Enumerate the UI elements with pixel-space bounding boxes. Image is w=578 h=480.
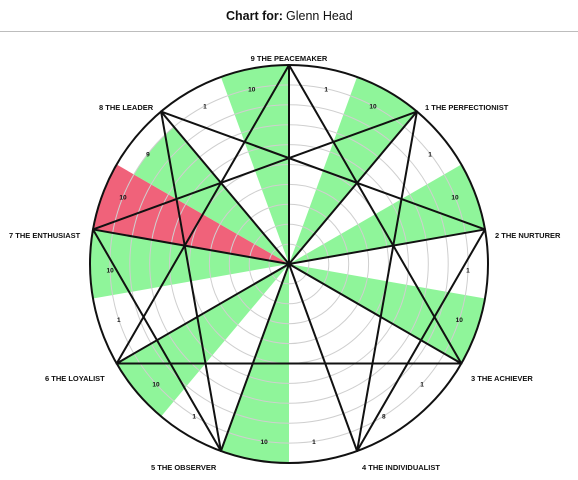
- score-type-3-left: 10: [456, 317, 464, 324]
- score-labels: 1 10 1 10 1 10 1 8 1 10 1 10 1 10 10 9 1 10: [106, 86, 470, 445]
- chart-for-label: Chart for:: [226, 9, 283, 23]
- spoke-7: [92, 228, 290, 265]
- score-type-8-right: 1: [203, 103, 207, 110]
- score-type-5-right: 1: [192, 413, 196, 420]
- score-type-4-right: 1: [312, 439, 316, 446]
- sector-type-7-right: [93, 164, 289, 264]
- person-name: Glenn Head: [286, 9, 353, 23]
- score-type-8-left: 9: [146, 151, 150, 158]
- spoke-1: [288, 110, 418, 265]
- sector-type-5-right: [276, 264, 289, 283]
- spoke-6: [115, 263, 290, 365]
- type-labels: 1 THE PERFECTIONIST 2 THE NURTURER 3 THE A…: [9, 54, 561, 472]
- spoke-2: [288, 228, 486, 265]
- sector-type-4-left: [289, 264, 392, 414]
- sector-type-3-left: [289, 264, 485, 364]
- chart-header: Chart for: Glenn Head: [0, 9, 578, 32]
- sector-type-9-left: [220, 65, 289, 264]
- type-label-2: 2 THE NURTURER: [495, 231, 561, 240]
- score-type-1-left: 10: [369, 103, 377, 110]
- sector-type-8-left: [133, 126, 289, 264]
- score-type-3-right: 1: [420, 381, 424, 388]
- score-type-9-left: 10: [248, 86, 256, 93]
- enneagram-line-8-5: [160, 110, 222, 452]
- type-label-7: 7 THE ENTHUSIAST: [9, 231, 81, 240]
- spoke-8: [160, 110, 290, 265]
- type-label-4: 4 THE INDIVIDUALIST: [362, 463, 440, 472]
- sector-type-9-right: [289, 244, 296, 264]
- score-type-6-right: 1: [117, 317, 121, 324]
- score-type-7-left: 10: [106, 268, 114, 275]
- enneagram-line-6-9: [115, 64, 290, 365]
- sector-type-3-right: [289, 264, 307, 280]
- enneagram-line-2-8: [160, 110, 486, 231]
- type-label-8: 8 THE LEADER: [99, 103, 154, 112]
- score-type-4-left: 8: [382, 413, 386, 420]
- score-type-1-right: 1: [428, 151, 432, 158]
- score-type-5-left: 10: [260, 439, 268, 446]
- score-type-6-left: 10: [152, 381, 160, 388]
- score-type-2-left: 10: [451, 194, 459, 201]
- sector-type-6-left: [116, 264, 289, 417]
- enneagram-lines: [89, 64, 489, 464]
- score-type-9-right: 1: [324, 86, 328, 93]
- spoke-5: [219, 263, 290, 452]
- type-label-6: 6 THE LOYALIST: [45, 374, 105, 383]
- type-label-5: 5 THE OBSERVER: [151, 463, 217, 472]
- enneagram-line-9-3: [288, 64, 463, 365]
- sector-type-2-left: [289, 164, 485, 264]
- enneagram-line-1-4: [356, 110, 418, 452]
- type-label-1: 1 THE PERFECTIONIST: [425, 103, 509, 112]
- type-label-9: 9 THE PEACEMAKER: [251, 54, 328, 63]
- spoke-4: [288, 263, 359, 452]
- enneagram-line-5-7: [92, 228, 222, 452]
- enneagram-line-7-1: [92, 110, 418, 231]
- spoke-3: [288, 263, 463, 365]
- outer-circle: [89, 64, 489, 464]
- type-label-3: 3 THE ACHIEVER: [471, 374, 533, 383]
- enneagram-line-4-2: [356, 228, 486, 452]
- score-type-2-right: 1: [466, 268, 470, 275]
- score-type-7-right: 10: [119, 194, 127, 201]
